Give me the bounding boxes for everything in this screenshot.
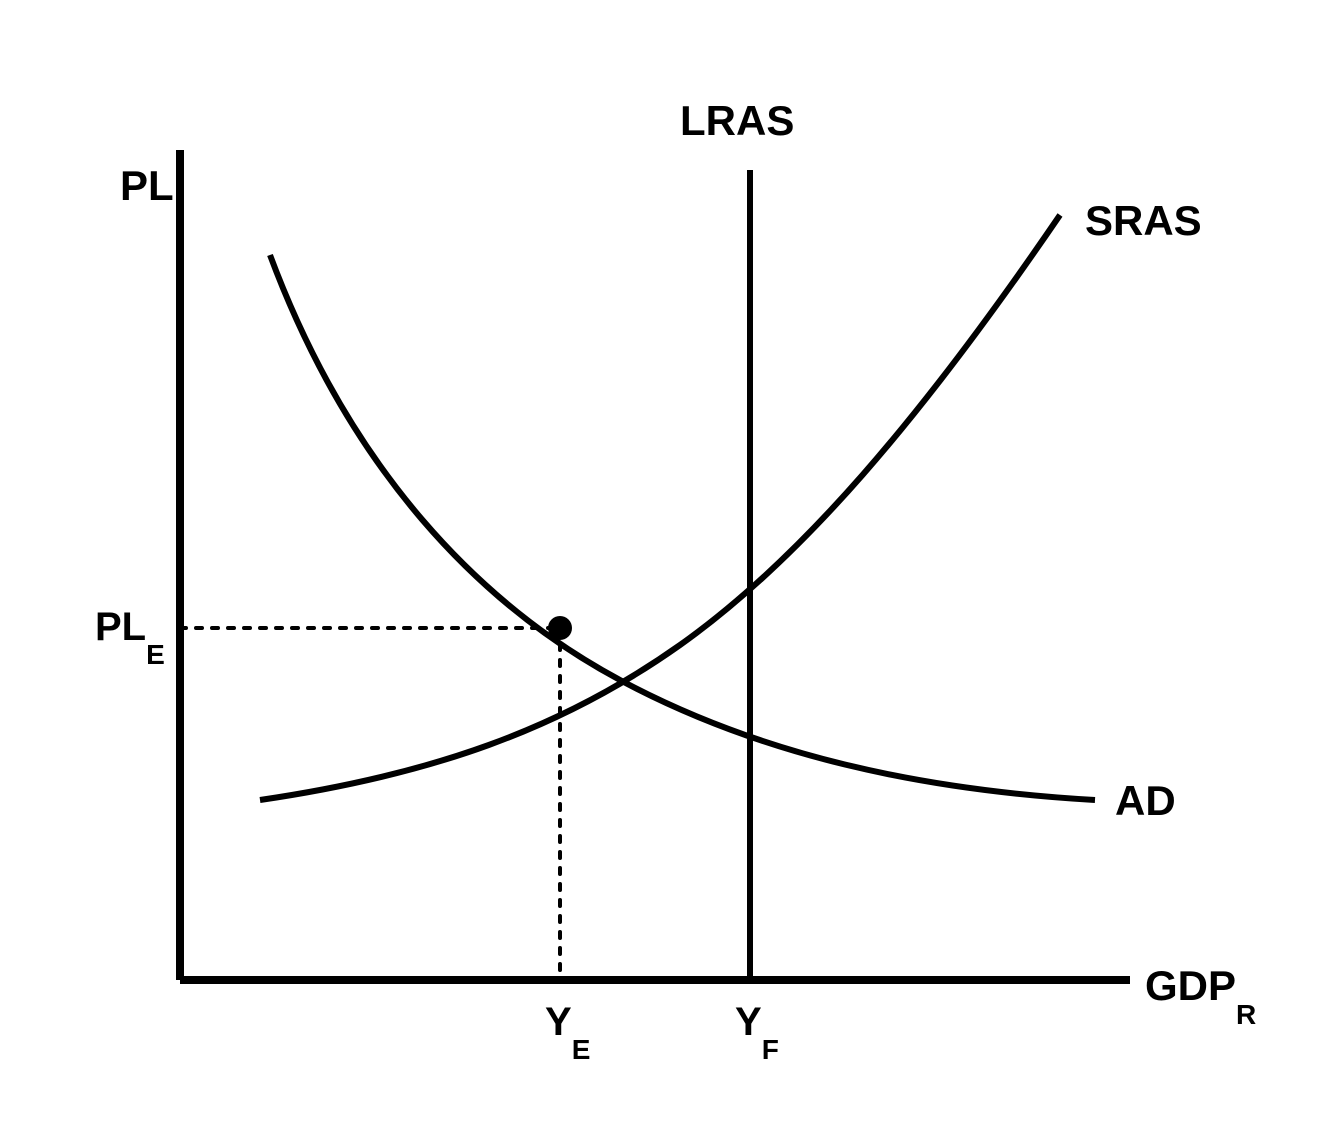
x-tick-yf-label: YF — [735, 1000, 779, 1065]
sras-curve — [260, 215, 1060, 800]
ad-as-diagram: PL PLE GDPR YE YF LRAS SRAS AD — [0, 0, 1330, 1134]
sras-label: SRAS — [1085, 197, 1202, 244]
ad-label: AD — [1115, 777, 1176, 824]
x-tick-ye-label: YE — [545, 1000, 590, 1065]
y-axis-label: PL — [120, 162, 174, 209]
lras-label: LRAS — [680, 97, 794, 144]
equilibrium-point — [548, 616, 572, 640]
x-axis-label: GDPR — [1145, 962, 1256, 1030]
y-tick-label: PLE — [95, 605, 165, 670]
